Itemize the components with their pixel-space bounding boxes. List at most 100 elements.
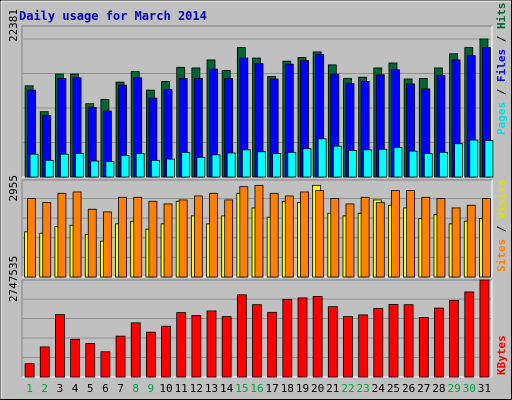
bar-pages-day-24 bbox=[378, 148, 388, 178]
bar-sites-day-24 bbox=[375, 202, 385, 278]
bar-pages-day-19 bbox=[302, 148, 312, 178]
x-tick-label-day-6: 6 bbox=[102, 382, 109, 395]
x-tick-label-day-3: 3 bbox=[57, 382, 64, 395]
x-tick-label-day-26: 26 bbox=[402, 382, 415, 395]
x-tick-label-day-22: 22 bbox=[341, 382, 354, 395]
panel-kbytes-axis-max-label: 2747535 bbox=[7, 256, 20, 302]
bar-sites-day-10 bbox=[163, 203, 173, 278]
bar-sites-day-14 bbox=[224, 199, 234, 278]
bar-kbytes-day-5 bbox=[85, 343, 96, 378]
x-tick-label-day-11: 11 bbox=[175, 382, 188, 395]
bar-kbytes-day-22 bbox=[343, 316, 353, 378]
bar-pages-day-14 bbox=[226, 152, 236, 178]
bar-kbytes-day-6 bbox=[100, 351, 111, 378]
bar-sites-day-25 bbox=[391, 190, 400, 278]
bar-sites-day-1 bbox=[27, 198, 36, 278]
x-tick-label-day-15: 15 bbox=[235, 382, 248, 395]
bar-sites-day-17 bbox=[269, 192, 279, 278]
bar-kbytes-day-19 bbox=[297, 297, 308, 378]
bar-kbytes-day-24 bbox=[373, 307, 384, 378]
x-tick-label-day-24: 24 bbox=[372, 382, 386, 395]
bar-kbytes-day-2 bbox=[39, 346, 50, 378]
x-tick-label-day-27: 27 bbox=[417, 382, 430, 395]
x-tick-label-day-2: 2 bbox=[41, 382, 48, 395]
bar-pages-day-23 bbox=[363, 149, 373, 178]
legend-hits: Hits bbox=[495, 3, 508, 30]
bar-sites-day-23 bbox=[360, 196, 370, 278]
bar-kbytes-day-9 bbox=[145, 331, 156, 378]
bar-sites-day-13 bbox=[209, 192, 218, 278]
bar-sites-day-5 bbox=[87, 208, 97, 278]
bar-pages-day-18 bbox=[287, 151, 297, 178]
bar-pages-day-2 bbox=[44, 159, 54, 178]
bar-pages-day-15 bbox=[241, 149, 251, 178]
bar-kbytes-day-1 bbox=[24, 363, 35, 378]
x-tick-label-day-5: 5 bbox=[87, 382, 94, 395]
bar-pages-day-21 bbox=[332, 145, 342, 178]
bar-kbytes-day-4 bbox=[70, 338, 80, 378]
x-tick-label-day-1: 1 bbox=[26, 382, 33, 395]
x-tick-label-day-18: 18 bbox=[281, 382, 294, 395]
bar-pages-day-8 bbox=[135, 153, 145, 178]
bar-sites-day-19 bbox=[300, 191, 309, 278]
bar-pages-day-28 bbox=[439, 151, 448, 178]
bar-pages-day-26 bbox=[408, 150, 418, 178]
bar-pages-day-10 bbox=[166, 158, 175, 178]
bar-kbytes-day-27 bbox=[418, 317, 429, 378]
x-tick-label-day-21: 21 bbox=[326, 382, 339, 395]
bar-pages-day-13 bbox=[211, 154, 221, 178]
x-tick-label-day-30: 30 bbox=[463, 382, 476, 395]
panel-visits: 2955 bbox=[7, 175, 493, 278]
bar-kbytes-day-17 bbox=[267, 311, 278, 378]
bar-pages-day-9 bbox=[150, 159, 160, 178]
bar-sites-day-31 bbox=[482, 198, 491, 278]
bar-kbytes-day-13 bbox=[206, 310, 217, 378]
x-tick-label-day-20: 20 bbox=[311, 382, 324, 395]
bar-pages-day-27 bbox=[423, 153, 433, 178]
bar-sites-day-29 bbox=[451, 207, 461, 278]
bar-sites-day-26 bbox=[406, 190, 416, 278]
bar-kbytes-day-12 bbox=[191, 315, 202, 378]
panel-hits-axis-max-label: 22381 bbox=[7, 9, 20, 42]
bar-pages-day-22 bbox=[348, 150, 357, 178]
bar-kbytes-day-15 bbox=[236, 294, 247, 378]
bar-pages-day-5 bbox=[90, 160, 100, 178]
x-tick-label-day-16: 16 bbox=[250, 382, 263, 395]
bar-pages-day-29 bbox=[454, 143, 463, 178]
bar-kbytes-day-18 bbox=[282, 298, 293, 378]
bar-kbytes-day-10 bbox=[161, 325, 171, 378]
panel-kbytes: 2747535 bbox=[7, 256, 493, 378]
bar-kbytes-day-7 bbox=[115, 335, 126, 378]
panel-hits: 22381 bbox=[7, 9, 494, 178]
x-tick-label-day-9: 9 bbox=[148, 382, 155, 395]
legend-hits-panel: Pages / Files / Hits bbox=[495, 3, 508, 136]
bar-kbytes-day-23 bbox=[358, 314, 369, 378]
bar-kbytes-day-25 bbox=[388, 303, 399, 378]
bar-sites-day-20 bbox=[315, 190, 325, 278]
bar-pages-day-30 bbox=[469, 139, 479, 178]
bar-pages-day-17 bbox=[272, 153, 282, 178]
bar-kbytes-day-16 bbox=[252, 304, 262, 378]
bar-pages-day-25 bbox=[393, 147, 403, 178]
bar-sites-day-11 bbox=[178, 199, 188, 278]
x-tick-label-day-12: 12 bbox=[190, 382, 203, 395]
bar-kbytes-day-20 bbox=[312, 296, 323, 378]
x-tick-label-day-8: 8 bbox=[132, 382, 139, 395]
x-tick-label-day-28: 28 bbox=[432, 382, 445, 395]
bar-sites-day-4 bbox=[72, 191, 82, 278]
bar-sites-day-9 bbox=[148, 200, 158, 278]
bar-kbytes-day-8 bbox=[130, 322, 141, 378]
bar-kbytes-day-30 bbox=[464, 291, 475, 378]
bar-pages-day-1 bbox=[29, 153, 39, 178]
bar-sites-day-16 bbox=[254, 184, 264, 278]
x-tick-label-day-17: 17 bbox=[266, 382, 279, 395]
bar-pages-day-4 bbox=[75, 153, 84, 178]
bar-kbytes-day-14 bbox=[221, 316, 232, 378]
x-tick-label-day-4: 4 bbox=[72, 382, 79, 395]
bar-kbytes-day-29 bbox=[449, 300, 459, 378]
x-tick-label-day-19: 19 bbox=[296, 382, 309, 395]
legend-sites: Sites bbox=[495, 239, 508, 272]
bar-sites-day-28 bbox=[436, 198, 446, 278]
legend-kbytes: KBytes bbox=[495, 335, 508, 375]
